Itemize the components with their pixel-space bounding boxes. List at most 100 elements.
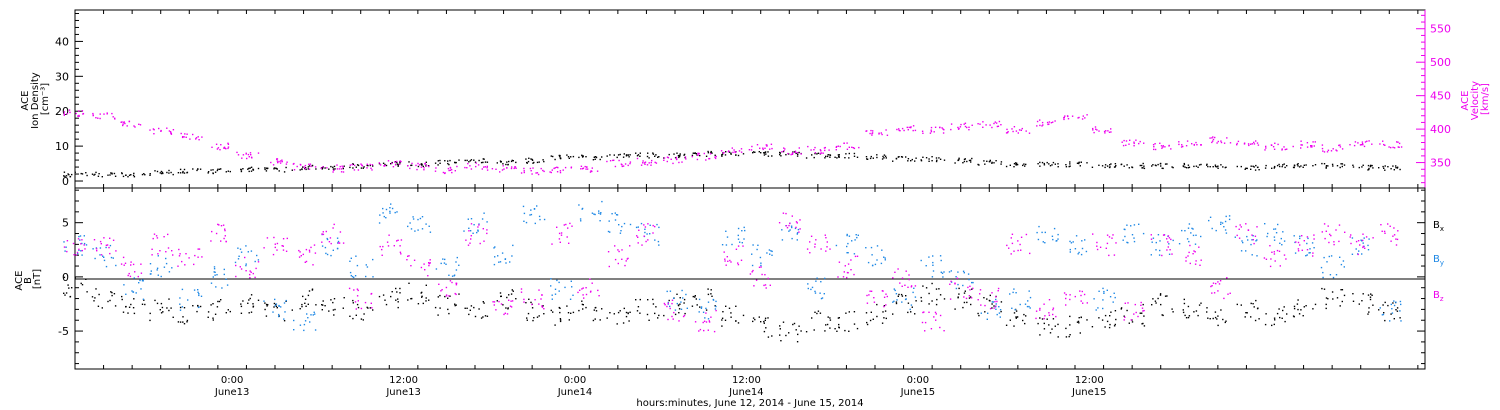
bx-point — [511, 289, 513, 291]
density-point — [127, 176, 129, 178]
velocity-point — [1052, 121, 1054, 123]
bz-point — [1096, 245, 1098, 247]
density-point — [1166, 163, 1168, 165]
density-point — [1198, 164, 1201, 166]
bx-point — [1396, 307, 1399, 309]
bz-point — [441, 289, 443, 291]
by-point — [1103, 292, 1105, 294]
by-point — [870, 246, 873, 249]
velocity-point — [423, 167, 425, 169]
bz-point — [1010, 253, 1012, 255]
bx-point — [186, 319, 189, 322]
density-point — [971, 157, 973, 160]
density-point — [764, 151, 766, 154]
density-point — [122, 175, 125, 178]
legend-by-name: B — [1433, 254, 1440, 265]
by-point — [213, 268, 216, 270]
velocity-point — [342, 171, 345, 173]
by-point — [816, 277, 818, 279]
density-point — [559, 155, 561, 158]
bz-point — [979, 289, 982, 291]
bx-point — [721, 319, 723, 321]
bz-point — [556, 226, 558, 228]
bz-point — [486, 229, 488, 231]
bz-point — [1297, 241, 1300, 244]
density-point — [227, 170, 229, 172]
velocity-point — [1094, 126, 1097, 128]
bz-point — [257, 261, 260, 263]
by-point — [1052, 238, 1054, 241]
bx-point — [63, 292, 65, 294]
bx-point — [1113, 325, 1116, 327]
bx-point — [724, 319, 727, 321]
bz-point — [1306, 236, 1309, 238]
velocity-point — [139, 124, 142, 126]
by-point — [896, 299, 898, 301]
by-point — [1069, 248, 1071, 251]
by-point — [1251, 254, 1253, 256]
by-point — [1273, 228, 1275, 230]
bz-point — [786, 227, 789, 229]
bz-point — [1082, 302, 1084, 304]
by-point — [304, 320, 307, 322]
velocity-point — [227, 142, 229, 144]
bx-point — [220, 299, 222, 301]
density-point — [826, 155, 829, 158]
bx-point — [1297, 308, 1299, 311]
density-point — [183, 168, 186, 171]
by-point — [78, 235, 80, 238]
by-point — [139, 279, 141, 282]
bz-point — [1108, 254, 1110, 257]
by-point — [366, 266, 369, 268]
bz-point — [1133, 313, 1135, 315]
velocity-point — [979, 123, 981, 125]
by-point — [1342, 260, 1345, 262]
bz-point — [725, 264, 727, 266]
bz-point — [702, 321, 704, 324]
velocity-point — [435, 167, 437, 169]
by-point — [1395, 301, 1397, 303]
density-point — [931, 156, 933, 158]
velocity-point — [1223, 142, 1226, 144]
by-point — [1103, 290, 1105, 293]
velocity-point — [1253, 141, 1255, 144]
bz-point — [1198, 246, 1200, 248]
density-point — [1292, 166, 1295, 169]
velocity-point — [361, 165, 364, 167]
bz-point — [652, 232, 654, 234]
by-point — [92, 248, 94, 250]
density-point — [1323, 163, 1326, 165]
bx-point — [989, 294, 991, 297]
bx-point — [1016, 316, 1018, 318]
bx-point — [705, 309, 708, 311]
velocity-point — [636, 157, 639, 160]
by-point — [1242, 241, 1244, 244]
by-point — [593, 213, 595, 215]
density-point — [473, 159, 475, 161]
by-point — [181, 306, 184, 308]
density-point — [920, 159, 922, 161]
bx-point — [895, 302, 898, 305]
bx-point — [218, 300, 221, 303]
density-point — [1078, 162, 1080, 165]
velocity-point — [644, 161, 647, 163]
density-point — [1217, 167, 1219, 169]
velocity-point — [1226, 137, 1228, 139]
density-point — [207, 172, 209, 174]
density-point — [966, 160, 968, 163]
velocity-point — [846, 148, 849, 150]
bz-point — [1141, 307, 1144, 309]
density-point — [533, 161, 535, 164]
density-point — [474, 161, 477, 163]
bz-point — [523, 301, 525, 303]
x-tick-time-label: 12:00 — [1075, 375, 1104, 386]
by-point — [912, 291, 914, 294]
bz-point — [853, 273, 855, 276]
by-point — [846, 245, 848, 248]
by-point — [250, 250, 253, 252]
velocity-point — [740, 148, 743, 150]
by-point — [1264, 223, 1266, 225]
bz-point — [814, 243, 816, 245]
bx-point — [207, 316, 209, 318]
by-point — [1114, 296, 1116, 299]
